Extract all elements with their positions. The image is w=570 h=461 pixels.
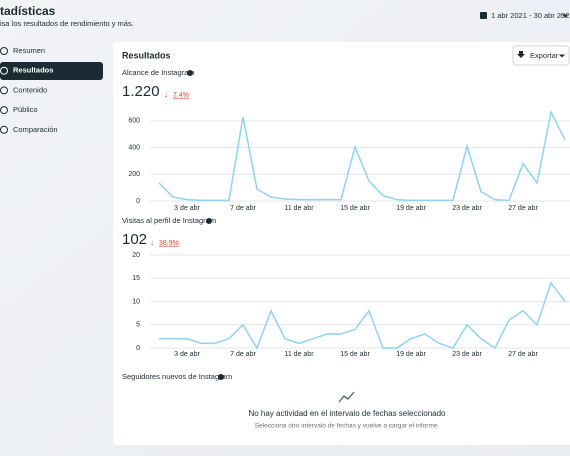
metric-label: Seguidores nuevos de Instagram [122,372,232,381]
menu-item[interactable]: Resumen [13,46,45,55]
results-card [113,42,570,445]
x-tick-label: 7 de abr [230,351,256,358]
x-tick-label: 15 de abr [340,205,370,212]
empty-icon [338,391,355,403]
menu-icon [0,86,8,95]
info-icon [187,70,193,76]
metric-label: Alcance de Instagram [122,68,195,77]
x-tick-label: 3 de abr [174,351,200,358]
menu-icon [0,125,8,134]
y-tick-label: 0 [136,345,140,352]
empty-title: No hay actividad en el intervalo de fech… [248,409,446,418]
x-tick-label: 27 de abr [508,205,538,212]
metric-change: 7.4% [173,92,189,99]
y-tick-label: 15 [132,275,140,282]
download-icon [517,51,525,58]
y-tick-label: 10 [132,298,140,305]
empty-text: Selecciona otro intervalo de fechas y vu… [255,423,440,430]
x-tick-label: 15 de abr [340,351,370,358]
page-subtitle: isa los resultados de rendimiento y más. [0,19,134,28]
metric-label: Visitas al perfil de Instagram [122,216,216,225]
y-tick-label: 600 [128,118,140,125]
menu-item[interactable]: Resultados [13,66,53,75]
y-tick-label: 200 [128,171,140,178]
menu-item[interactable]: Contenido [13,85,47,94]
y-tick-label: 20 [132,252,140,259]
y-tick-label: 400 [128,144,140,151]
x-tick-label: 23 de abr [452,351,482,358]
date-range[interactable]: 1 abr 2021 - 30 abr 2021 [491,11,570,20]
caret [562,14,568,18]
data-line [159,281,566,350]
page-title: tadísticas [0,4,56,18]
export-button[interactable]: Exportar [512,45,570,66]
menu-icon [0,66,8,75]
menu-icon [0,47,8,55]
x-tick-label: 19 de abr [396,205,426,212]
menu-icon [0,106,8,115]
calendar-icon [480,12,487,19]
menu-item[interactable]: Comparación [13,125,58,134]
caret [559,54,565,58]
y-tick-label: 0 [136,198,140,205]
x-tick-label: 23 de abr [452,205,482,212]
x-tick-label: 3 de abr [174,205,200,212]
metric-total: 1.220 [122,83,160,100]
data-line [158,109,566,202]
x-tick-label: 11 de abr [284,351,314,358]
metric-change: 38.9% [159,240,179,247]
menu-item[interactable]: Público [13,105,38,114]
button-frame[interactable] [512,45,570,66]
active-item-bg [0,62,103,80]
down-arrow: ↓ [164,90,168,99]
info-icon [206,218,212,224]
x-tick-label: 11 de abr [284,205,314,212]
y-tick-label: 5 [136,322,140,329]
button-label[interactable]: Exportar [530,51,559,60]
down-arrow: ↓ [150,238,154,247]
date-picker[interactable]: 1 abr 2021 - 30 abr 2021 [480,11,570,20]
metric-total: 102 [122,231,147,248]
x-tick-label: 27 de abr [508,351,538,358]
x-tick-label: 7 de abr [230,205,256,212]
card-title: Resultados [122,50,171,60]
x-tick-label: 19 de abr [396,351,426,358]
info-icon [218,374,224,380]
